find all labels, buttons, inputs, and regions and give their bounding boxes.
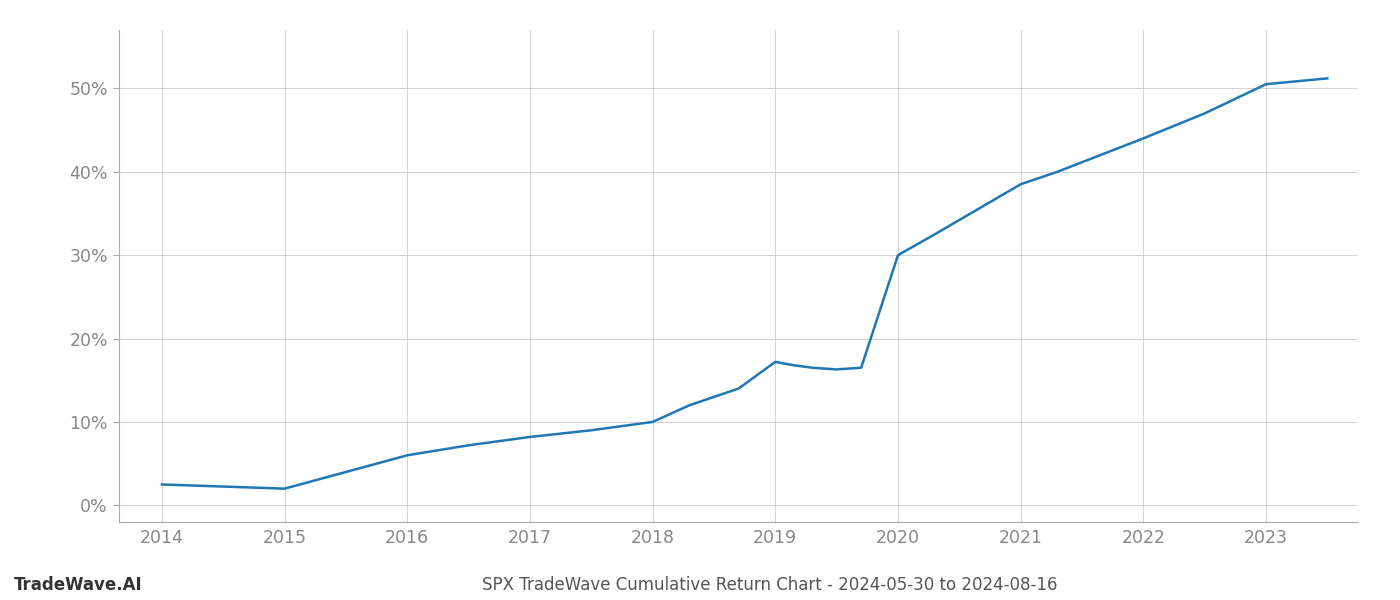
Text: TradeWave.AI: TradeWave.AI: [14, 576, 143, 594]
Text: SPX TradeWave Cumulative Return Chart - 2024-05-30 to 2024-08-16: SPX TradeWave Cumulative Return Chart - …: [482, 576, 1058, 594]
